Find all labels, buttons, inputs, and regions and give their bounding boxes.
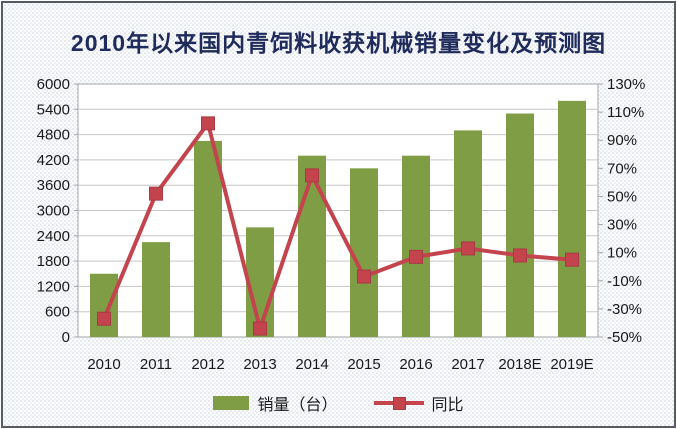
line-marker <box>461 241 475 256</box>
bar <box>454 130 482 337</box>
bar <box>558 100 586 337</box>
legend-line-label: 同比 <box>431 397 464 414</box>
right-axis-label: 110% <box>607 104 644 121</box>
left-axis-label: 4800 <box>37 127 70 144</box>
x-axis-label: 2013 <box>243 356 276 373</box>
left-axis-label: 3600 <box>37 177 70 194</box>
right-axis-label: 130% <box>607 76 645 93</box>
line-marker <box>201 116 215 131</box>
line-marker <box>409 249 423 264</box>
right-axis-label: -10% <box>607 273 642 290</box>
bar <box>246 227 274 337</box>
left-axis-label: 4200 <box>37 152 70 169</box>
right-axis-label: 90% <box>607 132 637 149</box>
right-axis-label: 50% <box>607 188 637 205</box>
legend-line-marker-icon <box>373 396 424 410</box>
x-axis-label: 2017 <box>451 356 484 373</box>
bar <box>194 140 222 337</box>
line-marker <box>149 186 163 201</box>
left-axis-label: 6000 <box>37 76 70 93</box>
right-axis-label: -50% <box>607 329 642 346</box>
chart-title: 2010年以来国内青饲料收获机械销量变化及预测图 <box>70 30 607 56</box>
x-axis-label: 2010 <box>87 356 120 373</box>
line-marker <box>253 321 267 336</box>
legend-item-yoy: 同比 <box>373 391 464 415</box>
legend-bar-swatch-icon <box>213 396 250 410</box>
x-axis-label: 2019E <box>550 356 593 373</box>
x-axis-label: 2018E <box>498 356 541 373</box>
line-marker <box>357 269 371 284</box>
right-axis-label: 30% <box>607 217 637 234</box>
x-axis-label: 2014 <box>295 356 328 373</box>
bar <box>506 113 534 338</box>
left-axis-label: 1200 <box>37 278 70 295</box>
line-marker <box>513 248 527 263</box>
left-axis-label: 600 <box>45 304 70 321</box>
x-axis-label: 2012 <box>191 356 224 373</box>
bar <box>90 273 118 337</box>
left-axis-label: 0 <box>62 329 70 346</box>
line-marker <box>305 168 319 183</box>
chart-svg: 6000540048004200360030002400180012006000… <box>37 76 646 373</box>
right-axis-label: -30% <box>607 301 642 318</box>
right-axis-label: 70% <box>607 160 637 177</box>
legend: 销量（台） 同比 <box>3 391 674 415</box>
bar <box>402 155 430 337</box>
left-axis-label: 2400 <box>37 228 70 245</box>
left-axis-label: 3000 <box>37 203 70 220</box>
x-axis-label: 2016 <box>399 356 432 373</box>
left-axis-label: 1800 <box>37 253 70 270</box>
bar <box>142 242 170 337</box>
legend-item-sales: 销量（台） <box>213 391 338 415</box>
left-axis-label: 5400 <box>37 101 70 118</box>
legend-bar-label: 销量（台） <box>257 397 338 414</box>
x-axis-label: 2011 <box>140 356 172 373</box>
bar <box>350 168 378 337</box>
bar <box>298 155 326 337</box>
line-marker <box>565 252 579 267</box>
right-axis-label: 10% <box>607 245 637 262</box>
line-marker <box>97 311 111 326</box>
line-series <box>102 121 573 331</box>
x-axis-label: 2015 <box>347 356 380 373</box>
